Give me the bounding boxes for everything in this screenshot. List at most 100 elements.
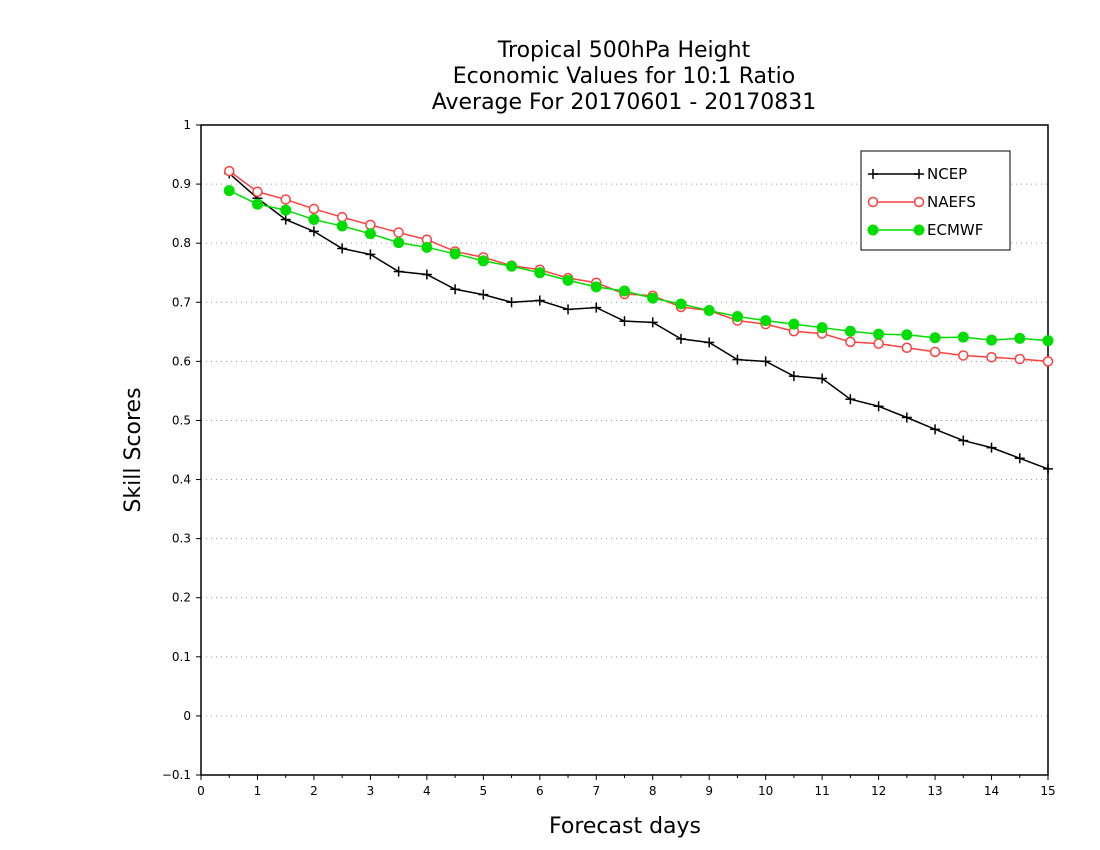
data-point-ecmwf bbox=[280, 204, 292, 216]
data-point-ecmwf bbox=[449, 248, 461, 260]
data-point-ecmwf bbox=[957, 331, 969, 343]
legend-marker-naefs bbox=[867, 196, 879, 208]
y-tick-label: 0.7 bbox=[172, 295, 191, 309]
data-point-ecmwf bbox=[336, 220, 348, 232]
x-tick-label: 1 bbox=[254, 784, 262, 798]
data-point-ncep bbox=[704, 337, 715, 348]
data-point-ecmwf bbox=[308, 214, 320, 226]
data-point-ncep bbox=[817, 373, 828, 384]
data-point-naefs bbox=[336, 211, 348, 223]
series-line-ncep bbox=[228, 172, 1049, 470]
legend-item-ncep: NCEP bbox=[868, 165, 967, 183]
data-point-ncep bbox=[393, 266, 404, 277]
data-point-ecmwf bbox=[901, 329, 913, 341]
axes: −0.100.10.20.30.40.50.60.70.80.910 1 2 3 4 5 6… bbox=[162, 118, 1056, 798]
data-point-ecmwf bbox=[1042, 335, 1054, 347]
legend-marker-ecmwf bbox=[867, 224, 879, 236]
y-tick-label: −0.1 bbox=[162, 768, 191, 782]
data-point-ecmwf bbox=[760, 315, 772, 327]
y-tick-label: 0.2 bbox=[172, 591, 191, 605]
data-point-ncep bbox=[788, 371, 799, 382]
data-point-ecmwf bbox=[506, 260, 518, 272]
y-axis-title: Skill Scores bbox=[121, 387, 146, 512]
chart-title-line: Tropical 500hPa Height bbox=[497, 38, 751, 63]
data-point-ncep bbox=[732, 354, 743, 365]
x-tick-label: 0 bbox=[197, 784, 205, 798]
data-point-naefs bbox=[365, 219, 376, 231]
data-point-ecmwf bbox=[986, 334, 998, 346]
data-point-ecmwf bbox=[873, 328, 885, 340]
x-tick-label: 12 bbox=[871, 784, 886, 798]
y-tick-label: 0.9 bbox=[172, 177, 191, 191]
legend-marker-ncep bbox=[914, 169, 924, 179]
chart-title-line: Economic Values for 10:1 Ratio bbox=[453, 64, 795, 89]
data-point-ecmwf bbox=[788, 318, 800, 330]
y-tick-label: 0.6 bbox=[172, 354, 191, 368]
data-point-ecmwf bbox=[844, 325, 856, 337]
data-point-ecmwf bbox=[534, 267, 546, 279]
data-point-ecmwf bbox=[421, 241, 433, 253]
data-point-ncep bbox=[337, 243, 348, 254]
data-point-naefs bbox=[223, 165, 235, 177]
data-point-ncep bbox=[450, 284, 461, 295]
legend-box bbox=[860, 150, 1011, 251]
data-point-naefs bbox=[308, 203, 320, 215]
x-tick-label: 5 bbox=[480, 784, 488, 798]
data-point-ecmwf bbox=[251, 198, 263, 210]
chart-title-line: Average For 20170601 - 20170831 bbox=[432, 90, 817, 115]
data-point-naefs bbox=[1042, 356, 1054, 367]
data-point-ecmwf bbox=[393, 237, 405, 249]
data-point-ecmwf bbox=[929, 332, 941, 344]
data-point-naefs bbox=[845, 336, 856, 348]
data-point-ecmwf bbox=[619, 285, 630, 297]
data-point-naefs bbox=[929, 346, 941, 358]
data-point-ecmwf bbox=[223, 185, 235, 197]
series-ncep bbox=[224, 168, 1053, 474]
data-point-naefs bbox=[393, 227, 404, 238]
data-point-ncep bbox=[421, 269, 432, 280]
legend-item-ecmwf: ECMWF bbox=[867, 221, 983, 239]
y-tick-label: 0.8 bbox=[172, 236, 191, 250]
x-tick-label: 10 bbox=[758, 784, 773, 798]
legend-label-ncep: NCEP bbox=[927, 165, 967, 183]
data-point-ecmwf bbox=[477, 255, 489, 267]
x-tick-label: 13 bbox=[927, 784, 942, 798]
legend-marker-ecmwf bbox=[913, 224, 925, 236]
data-point-ecmwf bbox=[1014, 332, 1026, 344]
data-point-ncep bbox=[873, 401, 884, 412]
y-tick-label: 0.3 bbox=[172, 532, 191, 546]
data-point-ncep bbox=[1014, 453, 1025, 464]
data-point-ncep bbox=[1043, 463, 1053, 474]
x-tick-label: 7 bbox=[592, 784, 600, 798]
data-point-ncep bbox=[534, 295, 545, 306]
x-tick-label: 9 bbox=[705, 784, 713, 798]
data-point-ncep bbox=[930, 424, 941, 435]
legend-label-naefs: NAEFS bbox=[927, 193, 976, 211]
series-layer bbox=[223, 165, 1054, 474]
data-point-ecmwf bbox=[703, 305, 715, 317]
y-tick-label: 0.1 bbox=[172, 650, 191, 664]
data-point-ecmwf bbox=[731, 310, 743, 322]
data-point-ecmwf bbox=[647, 292, 659, 304]
data-point-ncep bbox=[280, 214, 291, 225]
data-point-naefs bbox=[986, 351, 997, 363]
gridlines bbox=[201, 183, 1048, 717]
x-tick-label: 4 bbox=[423, 784, 431, 798]
y-tick-label: 0.5 bbox=[172, 413, 191, 427]
data-point-ecmwf bbox=[364, 228, 376, 240]
data-point-ncep bbox=[901, 412, 912, 423]
data-point-ecmwf bbox=[590, 281, 602, 293]
data-point-naefs bbox=[252, 186, 263, 198]
data-point-ecmwf bbox=[816, 322, 828, 334]
legend-marker-naefs bbox=[913, 196, 925, 208]
data-point-ncep bbox=[619, 316, 630, 327]
series-ecmwf bbox=[223, 185, 1054, 347]
x-tick-label: 11 bbox=[814, 784, 829, 798]
data-point-naefs bbox=[873, 338, 884, 349]
data-point-ncep bbox=[478, 289, 489, 300]
data-point-ncep bbox=[760, 356, 771, 367]
data-point-ncep bbox=[647, 317, 658, 328]
legend: NCEP NAEFS ECMWF bbox=[860, 150, 1011, 251]
data-point-naefs bbox=[280, 194, 291, 205]
data-point-ecmwf bbox=[562, 274, 574, 286]
